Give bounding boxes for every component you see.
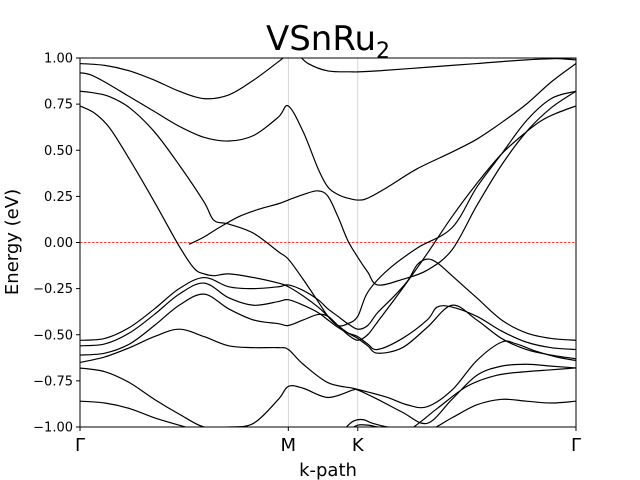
y-tick-label: −0.75 [33, 374, 73, 389]
band-line-13 [345, 398, 576, 427]
y-tick-label: 0.50 [44, 144, 73, 159]
x-axis-label: k-path [299, 460, 357, 480]
y-axis-ticks: 1.00 0.75 0.50 0.25 0.00 −0.25 −0.50 −0.75 −1.00 [33, 52, 80, 436]
band-line-11 [80, 363, 576, 427]
chart-title-subscript: 2 [376, 39, 390, 64]
band-line-7 [80, 258, 576, 341]
band-line-1 [80, 58, 576, 100]
y-tick-label: 0.75 [44, 98, 73, 113]
chart-title: VSnRu2 [266, 19, 390, 64]
x-tick-label: K [352, 435, 365, 456]
y-tick-label: 1.00 [44, 52, 73, 67]
x-tick-label: Γ [75, 435, 85, 456]
band-line-6 [188, 90, 576, 286]
y-tick-label: 0.25 [44, 190, 73, 205]
y-tick-label: −1.00 [33, 421, 73, 436]
band-line-12 [80, 400, 188, 427]
y-tick-label: −0.50 [33, 328, 73, 343]
y-axis-label: Energy (eV) [2, 189, 23, 295]
x-tick-label: M [281, 435, 297, 456]
band-line-9 [80, 293, 576, 360]
chart-title-main: VSnRu [266, 19, 376, 59]
band-line-5 [80, 105, 576, 341]
band-line-10 [80, 328, 576, 409]
y-tick-label: 0.00 [44, 236, 73, 251]
y-tick-label: −0.25 [33, 282, 73, 297]
band-line-14 [352, 367, 576, 427]
band-line-4 [80, 90, 576, 327]
band-line-3 [80, 63, 576, 201]
band-line-2 [300, 58, 576, 73]
bands [80, 58, 576, 427]
band-line-8 [80, 282, 576, 351]
x-tick-label: Γ [571, 435, 581, 456]
